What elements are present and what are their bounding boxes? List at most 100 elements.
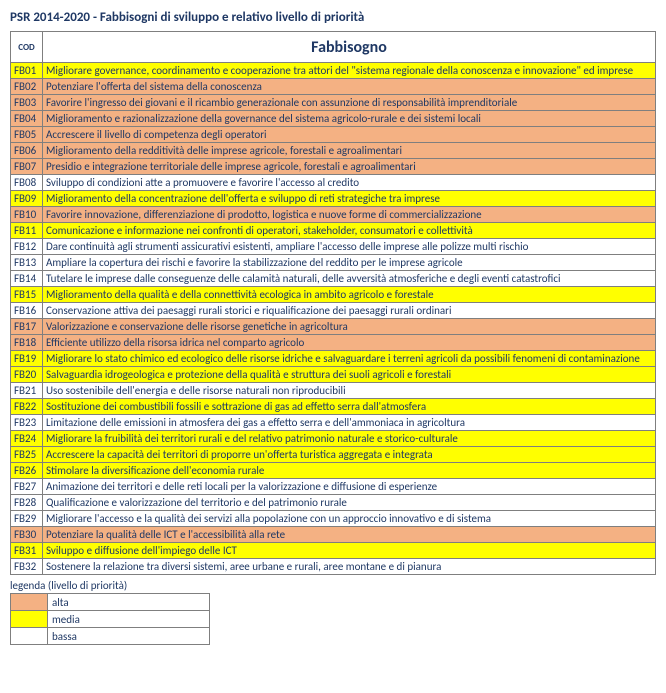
table-row: FB31Sviluppo e diffusione dell'impiego d… bbox=[11, 543, 656, 559]
table-row: FB23Limitazione delle emissioni in atmos… bbox=[11, 415, 656, 431]
cell-desc: Migliorare la fruibilità dei territori r… bbox=[43, 431, 656, 447]
cell-code: FB24 bbox=[11, 431, 43, 447]
legend-title: legenda (livello di priorità) bbox=[10, 579, 656, 592]
cell-code: FB13 bbox=[11, 255, 43, 271]
legend-table: altamediabassa bbox=[10, 593, 210, 645]
cell-desc: Sostituzione dei combustibili fossili e … bbox=[43, 399, 656, 415]
col-header-fabbisogno: Fabbisogno bbox=[43, 32, 656, 63]
cell-code: FB04 bbox=[11, 111, 43, 127]
cell-code: FB14 bbox=[11, 271, 43, 287]
table-row: FB06Miglioramento della redditività dell… bbox=[11, 143, 656, 159]
cell-desc: Dare continuità agli strumenti assicurat… bbox=[43, 239, 656, 255]
table-row: FB20Salvaguardia idrogeologica e protezi… bbox=[11, 367, 656, 383]
cell-desc: Sviluppo di condizioni atte a promuovere… bbox=[43, 175, 656, 191]
cell-code: FB20 bbox=[11, 367, 43, 383]
cell-desc: Comunicazione e informazione nei confron… bbox=[43, 223, 656, 239]
cell-code: FB10 bbox=[11, 207, 43, 223]
table-row: FB21Uso sostenibile dell'energia e delle… bbox=[11, 383, 656, 399]
cell-desc: Sostenere la relazione tra diversi siste… bbox=[43, 559, 656, 575]
cell-desc: Miglioramento della concentrazione dell'… bbox=[43, 191, 656, 207]
table-row: FB18Efficiente utilizzo della risorsa id… bbox=[11, 335, 656, 351]
table-row: FB07Presidio e integrazione territoriale… bbox=[11, 159, 656, 175]
cell-code: FB30 bbox=[11, 527, 43, 543]
table-row: FB27Animazione dei territori e delle ret… bbox=[11, 479, 656, 495]
cell-desc: Valorizzazione e conservazione delle ris… bbox=[43, 319, 656, 335]
cell-code: FB05 bbox=[11, 127, 43, 143]
cell-code: FB06 bbox=[11, 143, 43, 159]
legend-row: alta bbox=[11, 594, 210, 611]
legend-label: media bbox=[48, 611, 210, 628]
cell-code: FB07 bbox=[11, 159, 43, 175]
cell-code: FB15 bbox=[11, 287, 43, 303]
fabbisogni-table: COD Fabbisogno FB01Migliorare governance… bbox=[10, 31, 656, 575]
cell-desc: Conservazione attiva dei paesaggi rurali… bbox=[43, 303, 656, 319]
table-row: FB01Migliorare governance, coordinamento… bbox=[11, 63, 656, 79]
cell-desc: Limitazione delle emissioni in atmosfera… bbox=[43, 415, 656, 431]
cell-desc: Tutelare le imprese dalle conseguenze de… bbox=[43, 271, 656, 287]
table-row: FB11Comunicazione e informazione nei con… bbox=[11, 223, 656, 239]
legend-swatch bbox=[11, 628, 48, 645]
table-row: FB29Migliorare l'accesso e la qualità de… bbox=[11, 511, 656, 527]
table-row: FB15Miglioramento della qualità e della … bbox=[11, 287, 656, 303]
table-row: FB04Miglioramento e razionalizzazione de… bbox=[11, 111, 656, 127]
table-row: FB09Miglioramento della concentrazione d… bbox=[11, 191, 656, 207]
cell-desc: Sviluppo e diffusione dell'impiego delle… bbox=[43, 543, 656, 559]
cell-desc: Efficiente utilizzo della risorsa idrica… bbox=[43, 335, 656, 351]
cell-code: FB02 bbox=[11, 79, 43, 95]
cell-desc: Miglioramento della qualità e della conn… bbox=[43, 287, 656, 303]
cell-code: FB32 bbox=[11, 559, 43, 575]
cell-code: FB09 bbox=[11, 191, 43, 207]
cell-code: FB11 bbox=[11, 223, 43, 239]
legend-swatch bbox=[11, 594, 48, 611]
cell-code: FB08 bbox=[11, 175, 43, 191]
col-header-cod: COD bbox=[11, 32, 43, 63]
table-row: FB22Sostituzione dei combustibili fossil… bbox=[11, 399, 656, 415]
cell-code: FB12 bbox=[11, 239, 43, 255]
table-row: FB12Dare continuità agli strumenti assic… bbox=[11, 239, 656, 255]
cell-desc: Miglioramento e razionalizzazione della … bbox=[43, 111, 656, 127]
cell-code: FB28 bbox=[11, 495, 43, 511]
cell-code: FB16 bbox=[11, 303, 43, 319]
table-row: FB14Tutelare le imprese dalle conseguenz… bbox=[11, 271, 656, 287]
page-title: PSR 2014-2020 - Fabbisogni di sviluppo e… bbox=[10, 10, 656, 25]
table-row: FB03Favorire l'ingresso dei giovani e il… bbox=[11, 95, 656, 111]
legend-row: bassa bbox=[11, 628, 210, 645]
cell-desc: Miglioramento della redditività delle im… bbox=[43, 143, 656, 159]
cell-desc: Accrescere la capacità dei territori di … bbox=[43, 447, 656, 463]
cell-desc: Favorire l'ingresso dei giovani e il ric… bbox=[43, 95, 656, 111]
table-row: FB13Ampliare la copertura dei rischi e f… bbox=[11, 255, 656, 271]
cell-code: FB17 bbox=[11, 319, 43, 335]
cell-desc: Ampliare la copertura dei rischi e favor… bbox=[43, 255, 656, 271]
table-row: FB24Migliorare la fruibilità dei territo… bbox=[11, 431, 656, 447]
table-row: FB30Potenziare la qualità delle ICT e l'… bbox=[11, 527, 656, 543]
cell-code: FB29 bbox=[11, 511, 43, 527]
table-row: FB08Sviluppo di condizioni atte a promuo… bbox=[11, 175, 656, 191]
legend-label: alta bbox=[48, 594, 210, 611]
cell-desc: Potenziare l'offerta del sistema della c… bbox=[43, 79, 656, 95]
cell-desc: Animazione dei territori e delle reti lo… bbox=[43, 479, 656, 495]
cell-desc: Accrescere il livello di competenza degl… bbox=[43, 127, 656, 143]
table-row: FB32Sostenere la relazione tra diversi s… bbox=[11, 559, 656, 575]
cell-desc: Potenziare la qualità delle ICT e l'acce… bbox=[43, 527, 656, 543]
table-row: FB28Qualificazione e valorizzazione del … bbox=[11, 495, 656, 511]
cell-code: FB27 bbox=[11, 479, 43, 495]
cell-desc: Migliorare lo stato chimico ed ecologico… bbox=[43, 351, 656, 367]
cell-code: FB25 bbox=[11, 447, 43, 463]
table-row: FB05Accrescere il livello di competenza … bbox=[11, 127, 656, 143]
cell-code: FB19 bbox=[11, 351, 43, 367]
cell-code: FB21 bbox=[11, 383, 43, 399]
table-row: FB26Stimolare la diversificazione dell'e… bbox=[11, 463, 656, 479]
cell-code: FB01 bbox=[11, 63, 43, 79]
cell-desc: Migliorare l'accesso e la qualità dei se… bbox=[43, 511, 656, 527]
cell-desc: Favorire innovazione, differenziazione d… bbox=[43, 207, 656, 223]
cell-desc: Uso sostenibile dell'energia e delle ris… bbox=[43, 383, 656, 399]
cell-code: FB22 bbox=[11, 399, 43, 415]
table-header-row: COD Fabbisogno bbox=[11, 32, 656, 63]
table-row: FB17Valorizzazione e conservazione delle… bbox=[11, 319, 656, 335]
cell-code: FB18 bbox=[11, 335, 43, 351]
table-row: FB10Favorire innovazione, differenziazio… bbox=[11, 207, 656, 223]
legend-swatch bbox=[11, 611, 48, 628]
cell-desc: Migliorare governance, coordinamento e c… bbox=[43, 63, 656, 79]
cell-code: FB03 bbox=[11, 95, 43, 111]
cell-code: FB31 bbox=[11, 543, 43, 559]
